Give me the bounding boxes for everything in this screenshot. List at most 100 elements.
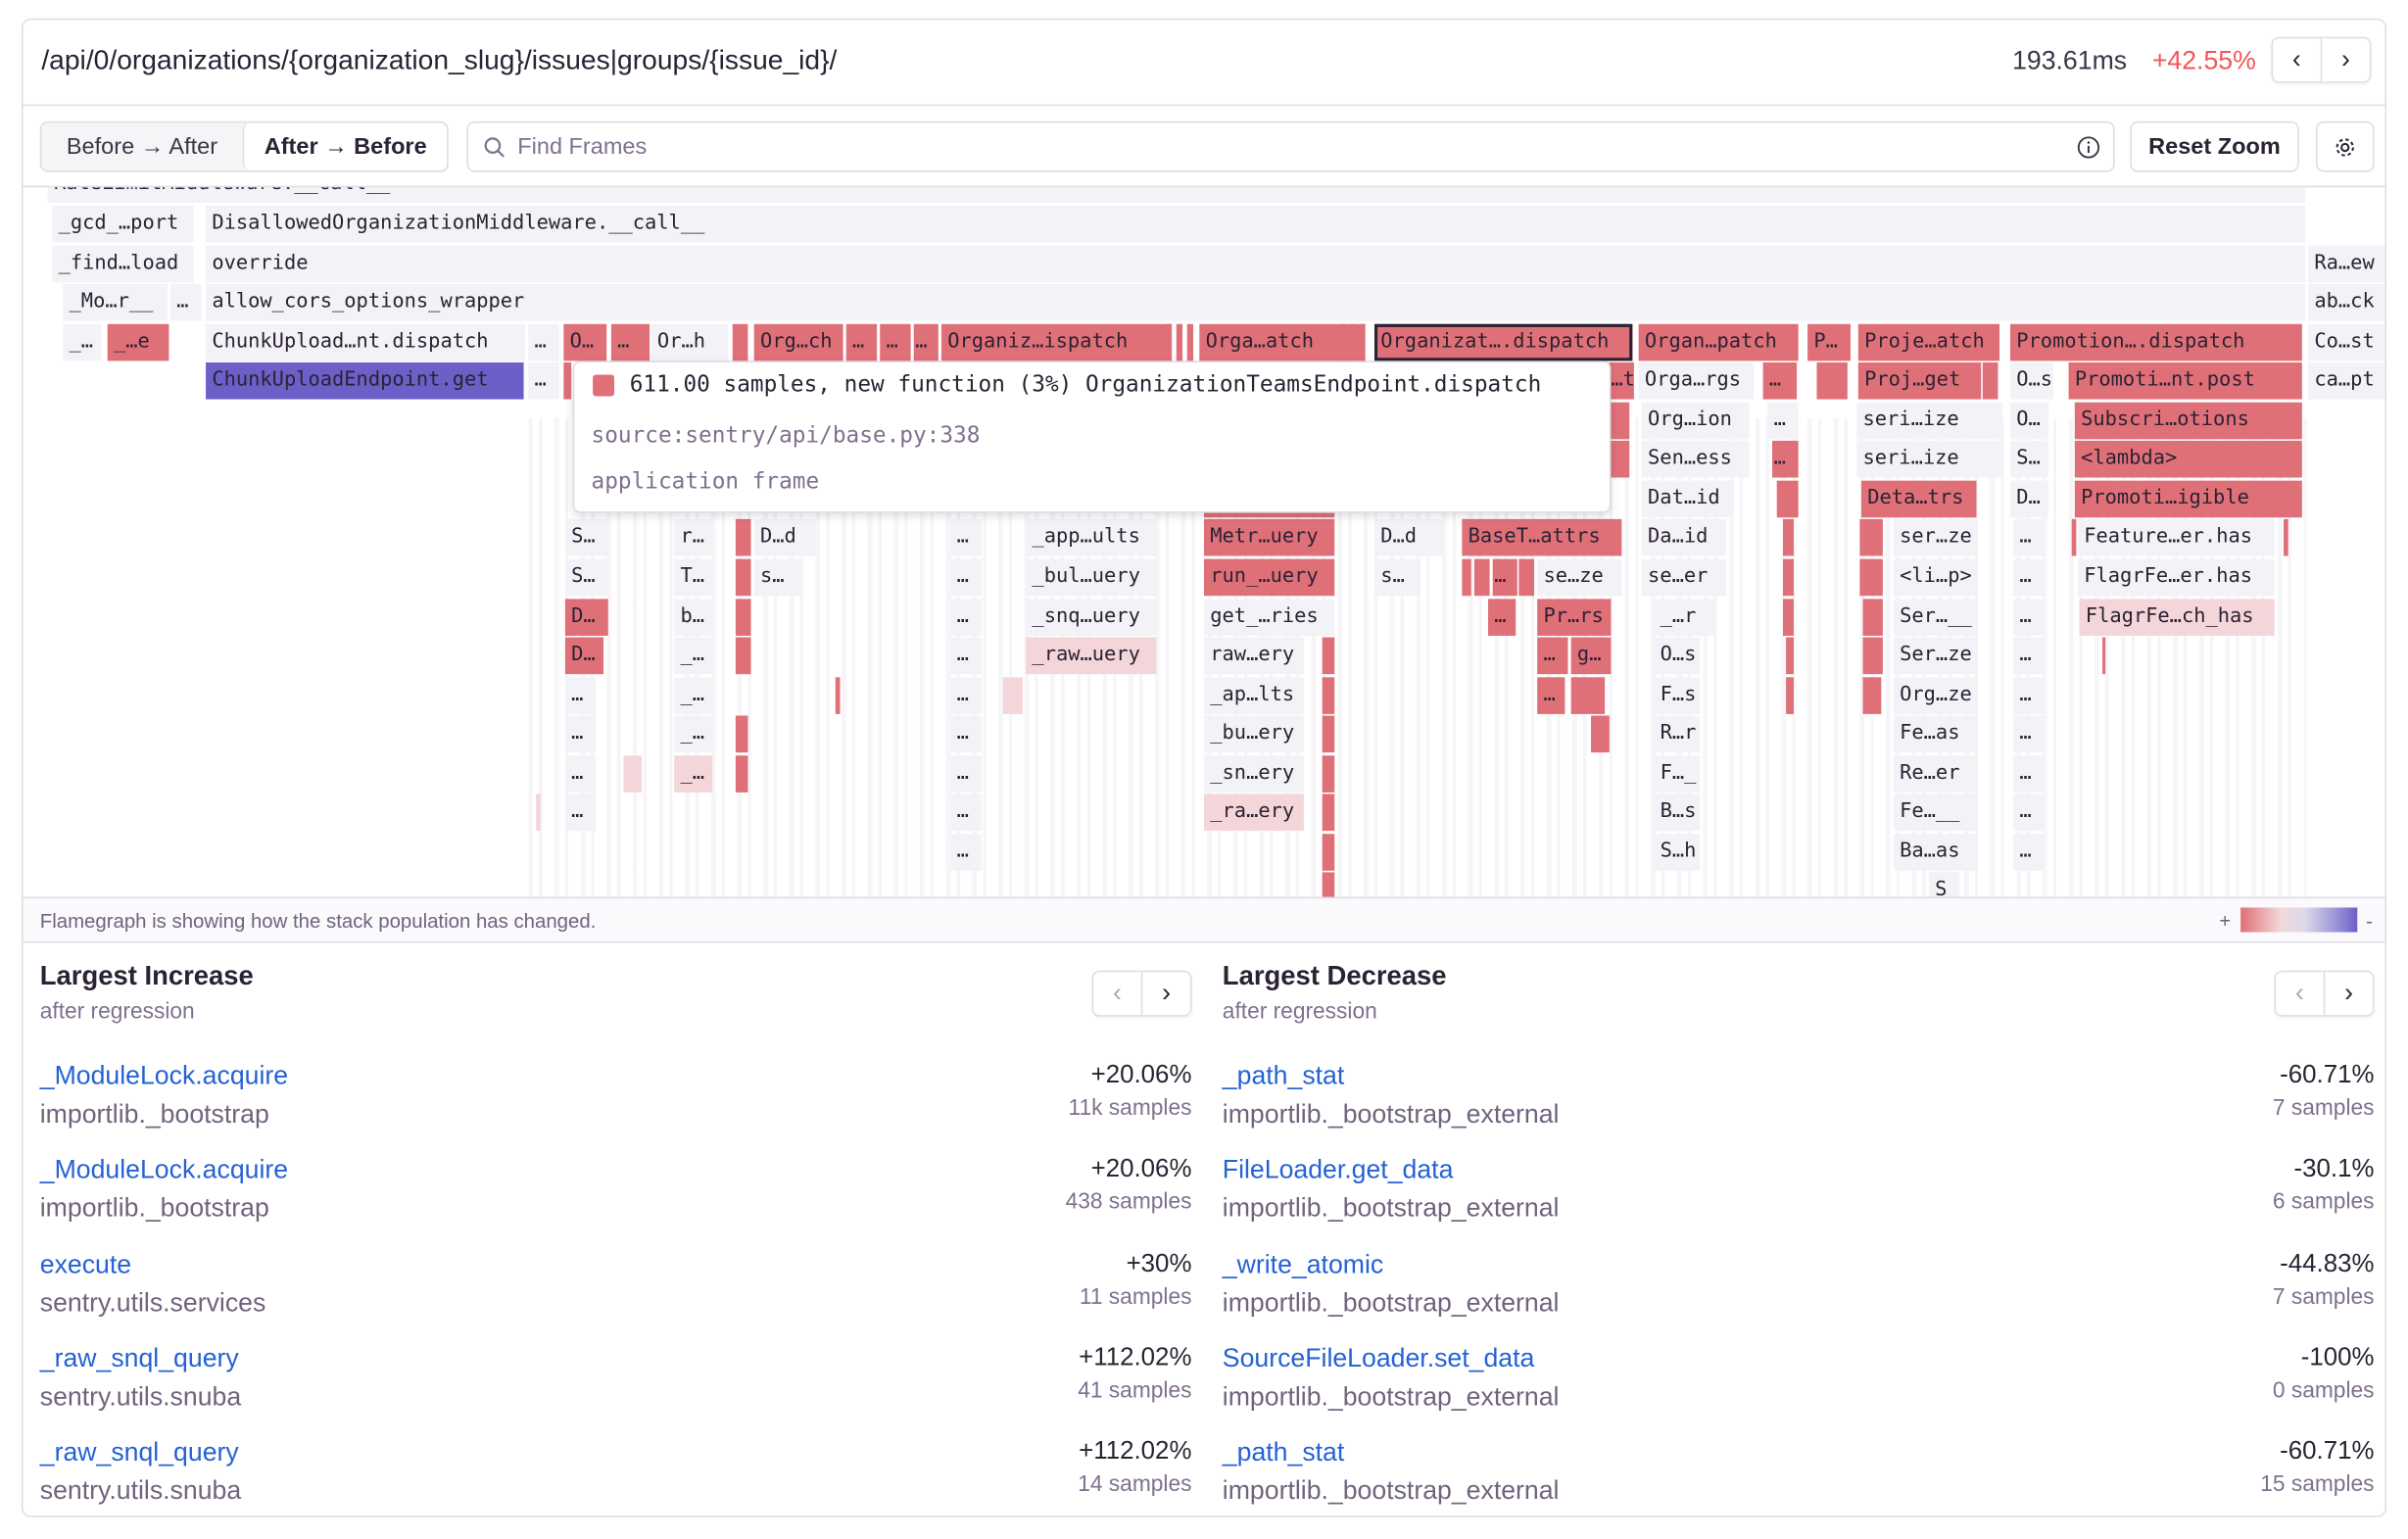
function-link[interactable]: FileLoader.get_data — [1222, 1155, 1454, 1185]
flamegraph-frame-sliver[interactable] — [536, 794, 541, 832]
flamegraph-frame[interactable]: _snq…uery — [1026, 598, 1157, 636]
flamegraph-frame[interactable]: Re…er — [1893, 754, 1979, 793]
flamegraph-frame[interactable]: Orga…atch — [1199, 323, 1366, 361]
flamegraph-frame[interactable]: F…s — [1654, 676, 1701, 714]
flamegraph-frame[interactable]: BaseT…attrs — [1462, 519, 1622, 557]
flamegraph-frame[interactable]: _… — [674, 676, 713, 714]
function-link[interactable]: _raw_snql_query — [39, 1343, 239, 1373]
find-frames-input[interactable] — [514, 131, 2077, 162]
flamegraph-frame-sliver[interactable] — [1782, 558, 1794, 597]
flamegraph-frame[interactable]: Ser…ze — [1893, 637, 1979, 675]
flamegraph-frame[interactable]: ChunkUpload…nt.dispatch — [206, 323, 526, 361]
flamegraph-frame-sliver[interactable] — [735, 598, 751, 636]
flamegraph-frame[interactable]: _find…load — [52, 245, 194, 282]
flamegraph-frame-sliver[interactable] — [1322, 794, 1335, 832]
flamegraph-frame[interactable]: … — [1492, 558, 1517, 597]
mode-after-before[interactable]: After → Before — [242, 122, 448, 171]
flamegraph-frame[interactable]: … — [950, 754, 982, 793]
chevron-left-icon[interactable]: ‹ — [1112, 978, 1122, 1008]
flamegraph-frame-sliver[interactable] — [1462, 558, 1471, 597]
flamegraph-frame[interactable]: … — [2013, 794, 2045, 832]
function-link[interactable]: _raw_snql_query — [39, 1437, 239, 1467]
flamegraph-frame[interactable]: Proj…get — [1857, 362, 1982, 400]
function-link[interactable]: _ModuleLock.acquire — [39, 1155, 289, 1185]
function-link[interactable]: _path_stat — [1222, 1437, 1345, 1467]
flamegraph-frame[interactable]: _… — [674, 754, 713, 793]
flamegraph-frame[interactable]: … — [2013, 598, 2045, 636]
flamegraph-frame[interactable]: … — [950, 637, 982, 675]
flamegraph-frame[interactable]: … — [1537, 637, 1568, 675]
flamegraph-frame[interactable]: Da…id — [1641, 519, 1726, 557]
flamegraph-frame[interactable]: … — [564, 715, 597, 753]
flamegraph-frame[interactable]: D… — [564, 598, 608, 636]
flamegraph-frame[interactable]: ser…ze — [1893, 519, 1979, 557]
flamegraph-frame[interactable]: Promoti…nt.post — [2068, 362, 2302, 400]
flamegraph-frame-sliver[interactable] — [1322, 872, 1335, 899]
flamegraph-frame[interactable]: … — [564, 794, 597, 832]
flamegraph-frame[interactable]: … — [950, 676, 982, 714]
function-link[interactable]: _write_atomic — [1222, 1249, 1384, 1279]
flamegraph-frame[interactable]: … — [2013, 676, 2045, 714]
flamegraph-frame[interactable]: _Mo…r__ — [63, 284, 168, 321]
flamegraph-frame[interactable]: … — [1762, 362, 1798, 400]
flamegraph-frame[interactable]: O… — [2009, 402, 2049, 439]
find-frames-search[interactable] — [466, 120, 2115, 172]
chevron-right-icon[interactable]: › — [2320, 38, 2370, 82]
flamegraph-frame[interactable]: … — [610, 323, 650, 361]
flamegraph-frame[interactable]: …t — [1609, 362, 1634, 400]
flamegraph-frame[interactable]: Promotion….dispatch — [2009, 323, 2302, 361]
chevron-right-icon[interactable]: › — [1140, 972, 1190, 1016]
flamegraph-frame-sliver[interactable] — [1786, 676, 1794, 714]
flamegraph-frame[interactable]: _… — [674, 637, 713, 675]
flamegraph-frame[interactable]: Pr…rs — [1537, 598, 1612, 636]
flamegraph-frame[interactable]: seri…ize — [1856, 402, 2003, 439]
flamegraph-frame-sliver[interactable] — [1322, 715, 1335, 753]
flamegraph-frame-sliver[interactable] — [735, 637, 751, 675]
flamegraph-frame[interactable]: raw…ery — [1203, 637, 1304, 675]
flamegraph-frame[interactable]: … — [950, 598, 982, 636]
flamegraph-frame-sliver[interactable] — [1473, 558, 1490, 597]
flamegraph-frame-sliver[interactable] — [835, 676, 841, 714]
flamegraph-frame-sliver[interactable] — [1862, 598, 1883, 636]
flamegraph-frame[interactable]: DisallowedOrganizationMiddleware.__call_… — [206, 206, 2305, 243]
flamegraph-frame[interactable]: Organizat….dispatch — [1374, 323, 1633, 361]
flamegraph-frame[interactable]: get_…ries — [1203, 598, 1335, 636]
flamegraph-frame[interactable]: … — [880, 323, 911, 361]
flamegraph-frame[interactable]: D… — [564, 637, 604, 675]
flamegraph-frame[interactable]: _raw…uery — [1026, 637, 1157, 675]
flamegraph-frame[interactable]: O… — [563, 323, 607, 361]
flamegraph-frame[interactable]: Feature…er.has — [2077, 519, 2275, 557]
flamegraph-frame[interactable]: Org…ch — [753, 323, 843, 361]
flamegraph-frame[interactable]: … — [950, 558, 982, 597]
flamegraph-frame-sliver[interactable] — [1782, 519, 1794, 557]
flamegraph-frame[interactable]: … — [564, 676, 597, 714]
flamegraph-frame[interactable]: S… — [2009, 441, 2049, 478]
flamegraph-frame[interactable]: S… — [564, 519, 608, 557]
flamegraph-frame-sliver[interactable] — [1862, 676, 1882, 714]
flamegraph-frame-sliver[interactable] — [1322, 637, 1335, 675]
flamegraph-frame[interactable]: Metr…uery — [1203, 519, 1335, 557]
flamegraph-frame-sliver[interactable] — [1322, 754, 1335, 793]
flamegraph-frame-sliver[interactable] — [732, 323, 748, 361]
flamegraph-frame[interactable]: override — [206, 245, 2305, 282]
function-link[interactable]: execute — [39, 1249, 132, 1279]
flamegraph-frame-sliver[interactable] — [1786, 637, 1794, 675]
flamegraph-frame[interactable]: … — [2013, 519, 2045, 557]
flamegraph-frame[interactable]: <lambda> — [2074, 441, 2302, 478]
flamegraph-frame[interactable]: Fe…as — [1893, 715, 1979, 753]
flamegraph-frame-sliver[interactable] — [2284, 519, 2288, 557]
flamegraph-frame-sliver[interactable] — [1176, 323, 1183, 361]
flamegraph-frame[interactable]: _sn…ery — [1203, 754, 1304, 793]
settings-button[interactable] — [2315, 120, 2375, 172]
flamegraph-frame[interactable]: … — [2013, 637, 2045, 675]
flamegraph-frame[interactable]: … — [950, 715, 982, 753]
flamegraph-frame-sliver[interactable] — [735, 715, 748, 753]
flamegraph-frame-sliver[interactable] — [1518, 558, 1535, 597]
flamegraph-frame-sliver[interactable] — [2102, 637, 2106, 675]
flamegraph-frame-sliver[interactable] — [1859, 519, 1883, 557]
flamegraph-frame-sliver[interactable] — [1322, 833, 1335, 871]
flamegraph-frame[interactable]: Org…ion — [1641, 402, 1750, 439]
flamegraph-frame[interactable]: O…s — [2009, 362, 2053, 400]
flamegraph-frame-sliver[interactable] — [735, 754, 748, 793]
differential-flamegraph[interactable]: 611.00 samples, new function (3%) Organi… — [23, 185, 2385, 899]
